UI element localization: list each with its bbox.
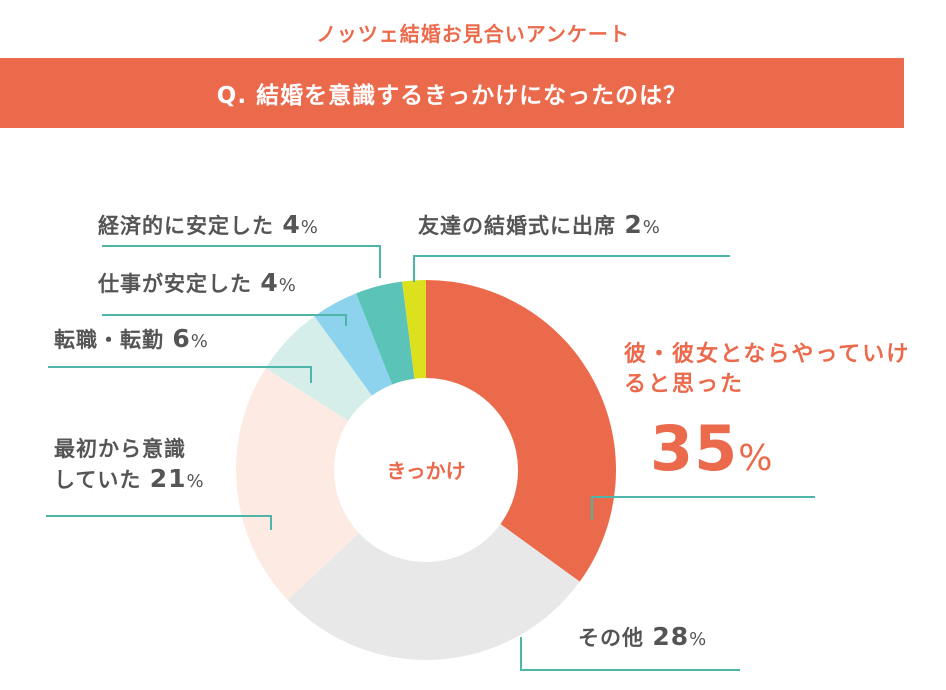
- leader-line-4: [102, 314, 347, 326]
- label-job-stable-text: 仕事が安定した: [98, 272, 252, 296]
- label-other: その他 28%: [578, 622, 707, 652]
- label-other-number: 28: [652, 622, 690, 651]
- question-text: Q. 結婚を意識するきっかけになったのは？: [216, 83, 688, 109]
- label-partner: 彼・彼女とならやっていけると思った: [624, 340, 914, 400]
- label-partner-value: 35%: [650, 414, 774, 494]
- label-initial-line1: 最初から意識: [54, 437, 186, 461]
- label-job-stable: 仕事が安定した 4%: [98, 268, 297, 298]
- label-other-percent: %: [689, 629, 708, 650]
- label-partner-number: 35: [650, 412, 739, 485]
- label-wedding-text: 友達の結婚式に出席: [418, 214, 616, 238]
- label-job-stable-number: 4: [260, 268, 279, 297]
- label-partner-percent: %: [738, 438, 774, 479]
- label-job-change-percent: %: [190, 331, 209, 352]
- label-econ-stable: 経済的に安定した 4%: [98, 210, 319, 240]
- label-other-text: その他: [578, 626, 644, 650]
- label-initial-number: 21: [149, 464, 187, 493]
- donut-slice-5: [356, 281, 415, 385]
- label-econ-stable-number: 4: [282, 210, 301, 239]
- label-job-change: 転職・転勤 6%: [54, 324, 209, 354]
- leader-line-2: [46, 515, 272, 530]
- donut-slice-0: [426, 280, 617, 582]
- survey-title: ノッツェ結婚お見合いアンケート: [316, 22, 630, 46]
- donut-slice-4: [314, 293, 393, 396]
- label-wedding-percent: %: [642, 217, 661, 238]
- label-econ-stable-text: 経済的に安定した: [98, 214, 274, 238]
- donut-slice-3: [265, 316, 372, 421]
- label-wedding: 友達の結婚式に出席 2%: [418, 210, 661, 240]
- question-banner: Q. 結婚を意識するきっかけになったのは？: [0, 58, 904, 128]
- label-initial-line2: していた: [54, 468, 142, 492]
- label-job-stable-percent: %: [278, 275, 297, 296]
- label-wedding-number: 2: [624, 210, 643, 239]
- label-job-change-number: 6: [172, 324, 191, 353]
- leader-line-3: [48, 366, 312, 383]
- donut-slice-1: [287, 524, 580, 660]
- leader-line-0: [591, 496, 815, 520]
- donut-center-label: きっかけ: [386, 459, 466, 483]
- label-econ-stable-percent: %: [300, 217, 319, 238]
- label-initial-percent: %: [186, 471, 205, 492]
- donut-slice-6: [402, 280, 426, 379]
- label-initial: 最初から意識 していた 21%: [54, 434, 205, 497]
- label-job-change-text: 転職・転勤: [54, 328, 164, 352]
- leader-line-1: [520, 637, 740, 671]
- label-partner-line1: 彼・彼女とならやっていけると思った: [624, 342, 911, 397]
- donut-slice-2: [236, 368, 359, 601]
- leader-line-6: [413, 255, 730, 282]
- leader-line-5: [102, 245, 381, 278]
